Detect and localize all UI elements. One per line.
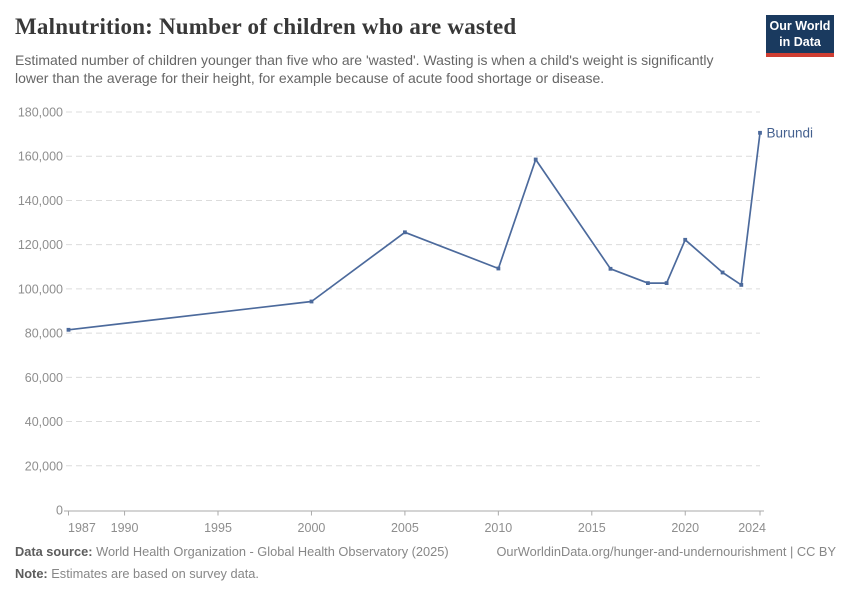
x-tick-label: 2005: [391, 521, 419, 535]
chart-footer: Data source: World Health Organization -…: [15, 544, 836, 559]
y-tick-label: 140,000: [18, 194, 63, 208]
page-title: Malnutrition: Number of children who are…: [15, 14, 517, 39]
data-source-label: Data source:: [15, 544, 93, 559]
data-point[interactable]: [683, 237, 688, 242]
data-point[interactable]: [720, 270, 725, 275]
data-point[interactable]: [739, 283, 744, 287]
data-source-line: Data source: World Health Organization -…: [15, 544, 449, 559]
chart-subtitle: Estimated number of children younger tha…: [15, 52, 714, 86]
data-point[interactable]: [496, 266, 501, 271]
y-tick-label: 40,000: [25, 415, 63, 429]
x-tick-label: 1987: [68, 521, 96, 535]
note-line: Note: Estimates are based on survey data…: [15, 566, 259, 581]
x-tick-label: 1995: [204, 521, 232, 535]
owid-logo-line1: Our World: [769, 19, 831, 33]
y-tick-label: 0: [56, 504, 63, 518]
y-tick-label: 20,000: [25, 459, 63, 473]
data-point[interactable]: [309, 299, 314, 304]
x-tick-label: 2024: [738, 521, 766, 535]
owid-credit-link[interactable]: OurWorldinData.org/hunger-and-undernouri…: [496, 544, 836, 559]
owid-logo-line2: in Data: [779, 34, 821, 49]
data-point[interactable]: [758, 130, 762, 135]
y-tick-label: 180,000: [18, 106, 63, 120]
note-label: Note:: [15, 566, 48, 581]
series-label-burundi[interactable]: Burundi: [767, 125, 814, 140]
data-point[interactable]: [66, 327, 71, 332]
data-point[interactable]: [608, 266, 613, 271]
data-point[interactable]: [403, 230, 407, 235]
x-tick-label: 2020: [671, 521, 699, 535]
data-point[interactable]: [533, 157, 538, 162]
y-tick-label: 120,000: [18, 238, 63, 252]
data-point[interactable]: [646, 281, 650, 285]
x-tick-label: 1990: [111, 521, 139, 535]
note-value: Estimates are based on survey data.: [51, 566, 259, 581]
data-point[interactable]: [664, 281, 669, 285]
series-line[interactable]: [67, 131, 761, 331]
x-tick-label: 2010: [484, 521, 512, 535]
y-tick-label: 160,000: [18, 150, 63, 164]
y-tick-label: 60,000: [25, 371, 63, 385]
x-tick-label: 2015: [578, 521, 606, 535]
data-source-value: World Health Organization - Global Healt…: [96, 544, 449, 559]
y-tick-label: 80,000: [25, 327, 63, 341]
y-tick-label: 100,000: [18, 282, 63, 296]
x-tick-label: 2000: [298, 521, 326, 535]
owid-logo[interactable]: Our World in Data: [766, 15, 834, 58]
